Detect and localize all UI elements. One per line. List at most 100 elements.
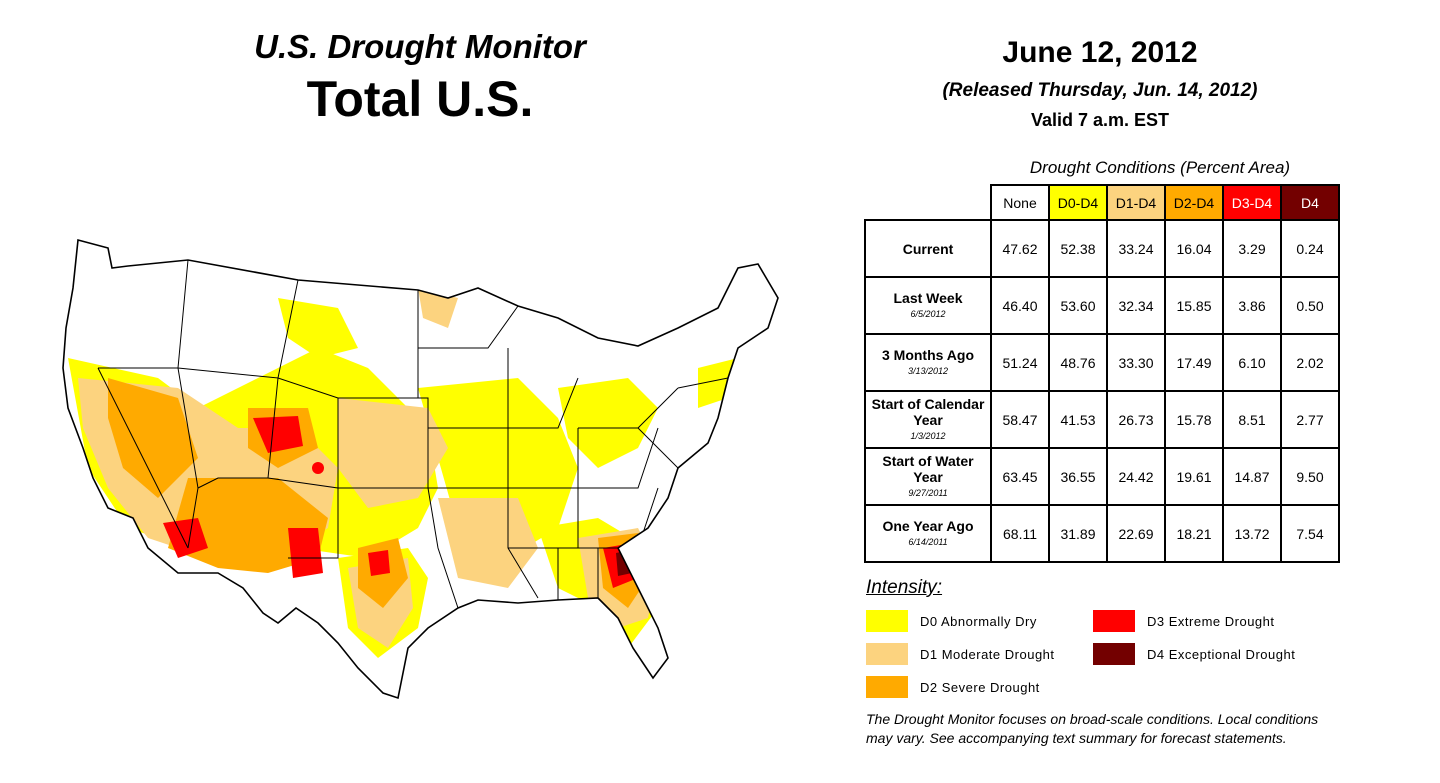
table-header-row: None D0-D4 D1-D4 D2-D4 D3-D4 D4 [865,184,1340,221]
legend-swatch-d0 [866,610,908,632]
row-label: Start of Water Year 9/27/2011 [864,447,992,506]
state-boundaries [97,259,729,609]
table-row: Start of Calendar Year 1/3/2012 58.47 41.… [864,390,1340,449]
row-label: Start of Calendar Year 1/3/2012 [864,390,992,449]
row-label-text: Current [902,240,954,257]
table-cell: 14.87 [1222,447,1282,506]
legend-swatch-d3 [1093,610,1135,632]
row-label-date: 9/27/2011 [908,487,948,498]
monitor-title: U.S. Drought Monitor [254,28,586,65]
table-row: Current 47.62 52.38 33.24 16.04 3.29 0.2… [864,219,1340,278]
d2-area-southwest [168,478,328,573]
d2-area-great-basin [108,378,198,498]
map-title-block: U.S. Drought Monitor Total U.S. [0,28,840,128]
table-cell: 2.02 [1280,333,1340,392]
table-cell: 33.24 [1106,219,1166,278]
table-cell: 48.76 [1048,333,1108,392]
table-row: Last Week 6/5/2012 46.40 53.60 32.34 15.8… [864,276,1340,335]
drought-map [62,239,779,699]
region-title: Total U.S. [306,71,534,127]
valid-time: Valid 7 a.m. EST [1030,110,1170,130]
table-cell: 58.47 [990,390,1050,449]
table-cell: 52.38 [1048,219,1108,278]
column-header-d3-d4: D3-D4 [1222,184,1282,221]
release-date: (Released Thursday, Jun. 14, 2012) [942,80,1258,101]
d3-area-texas [368,550,390,576]
table-cell: 46.40 [990,276,1050,335]
legend-swatch-d4 [1093,643,1135,665]
table-cell: 63.45 [990,447,1050,506]
legend-label-d2: D2 Severe Drought [920,680,1040,695]
d0-area-midwest [558,378,658,468]
d1-area-plains [338,398,448,508]
table-cell: 18.21 [1164,504,1224,563]
row-label: Last Week 6/5/2012 [864,276,992,335]
table-cell: 3.86 [1222,276,1282,335]
row-label: 3 Months Ago 3/13/2012 [864,333,992,392]
column-header-d2-d4: D2-D4 [1164,184,1224,221]
disclaimer-note: The Drought Monitor focuses on broad-sca… [866,711,1319,746]
table-cell: 16.04 [1164,219,1224,278]
d0-area-north [278,298,358,358]
legend-heading: Intensity: [866,577,943,598]
row-label-text: 3 Months Ago [881,346,975,363]
table-row: One Year Ago 6/14/2011 68.11 31.89 22.69 … [864,504,1340,563]
table-cell: 2.77 [1280,390,1340,449]
date-block: June 12, 2012 (Released Thursday, Jun. 1… [870,36,1330,131]
table-cell: 24.42 [1106,447,1166,506]
table-cell: 9.50 [1280,447,1340,506]
table-cell: 7.54 [1280,504,1340,563]
drought-areas [68,288,738,658]
table-cell: 6.10 [1222,333,1282,392]
table-cell: 13.72 [1222,504,1282,563]
legend-swatch-d1 [866,643,908,665]
table-cell: 41.53 [1048,390,1108,449]
table-cell: 36.55 [1048,447,1108,506]
row-label: Current [864,219,992,278]
table-cell: 53.60 [1048,276,1108,335]
legend-label-d0: D0 Abnormally Dry [920,614,1037,629]
row-label-text: Last Week [893,289,963,306]
table-cell: 8.51 [1222,390,1282,449]
d3-spot-new-mexico [312,462,324,474]
column-header-d0-d4: D0-D4 [1048,184,1108,221]
table-cell: 0.50 [1280,276,1340,335]
d3-area-new-mexico [288,528,323,578]
header-blank-cell [865,185,992,221]
drought-conditions-table: None D0-D4 D1-D4 D2-D4 D3-D4 D4 Current … [864,184,1340,563]
table-cell: 15.78 [1164,390,1224,449]
table-cell: 26.73 [1106,390,1166,449]
row-label-date: 6/14/2011 [908,536,948,547]
table-cell: 68.11 [990,504,1050,563]
table-cell: 51.24 [990,333,1050,392]
d1-area-south [438,498,538,588]
table-row: Start of Water Year 9/27/2011 63.45 36.55… [864,447,1340,506]
table-cell: 31.89 [1048,504,1108,563]
table-cell: 0.24 [1280,219,1340,278]
table-cell: 17.49 [1164,333,1224,392]
row-label-date: 1/3/2012 [910,430,946,441]
table-cell: 33.30 [1106,333,1166,392]
table-cell: 15.85 [1164,276,1224,335]
row-label-text: One Year Ago [882,517,974,534]
row-label-date: 6/5/2012 [910,308,946,319]
table-cell: 47.62 [990,219,1050,278]
legend-label-d3: D3 Extreme Drought [1147,614,1275,629]
row-label: One Year Ago 6/14/2011 [864,504,992,563]
table-cell: 3.29 [1222,219,1282,278]
table-caption: Drought Conditions (Percent Area) [1029,158,1291,177]
legend-swatch-d2 [866,676,908,698]
row-label-text: Start of Calendar Year [871,395,985,428]
table-cell: 32.34 [1106,276,1166,335]
table-cell: 22.69 [1106,504,1166,563]
row-label-text: Start of Water Year [882,452,974,485]
legend-label-d4: D4 Exceptional Drought [1147,647,1296,662]
row-label-date: 3/13/2012 [907,365,949,376]
table-row: 3 Months Ago 3/13/2012 51.24 48.76 33.30 … [864,333,1340,392]
table-cell: 19.61 [1164,447,1224,506]
column-header-d4: D4 [1280,184,1340,221]
d3-area-colorado [253,416,303,453]
legend-label-d1: D1 Moderate Drought [920,647,1055,662]
report-date: June 12, 2012 [1002,36,1198,69]
column-header-none: None [990,184,1050,221]
